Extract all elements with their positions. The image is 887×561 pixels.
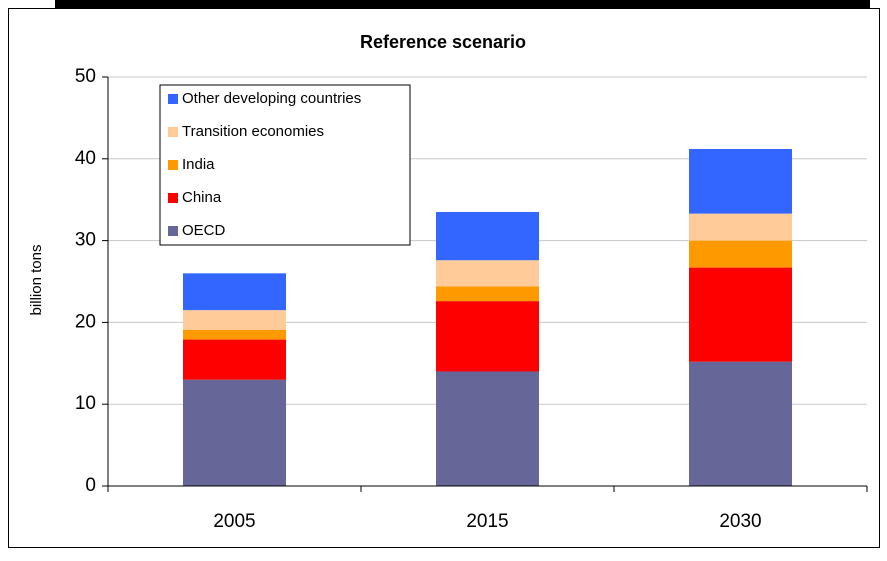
bar-segment [436, 371, 539, 486]
legend-swatch [168, 127, 178, 137]
bar-segment [436, 260, 539, 287]
bar-segment [689, 267, 792, 362]
bar-segment [183, 339, 286, 380]
bar-segment [689, 148, 792, 214]
legend-swatch [168, 226, 178, 236]
bar-segment [436, 301, 539, 372]
x-tick-label: 2030 [719, 511, 761, 532]
bar-segment [689, 240, 792, 268]
y-tick-label: 40 [75, 148, 96, 169]
legend-label: China [182, 189, 222, 206]
chart-title: Reference scenario [360, 32, 526, 52]
legend-swatch [168, 193, 178, 203]
y-axis-label: billion tons [28, 245, 45, 316]
legend-label: OECD [182, 222, 226, 239]
bar-segment [183, 310, 286, 330]
legend-label: Other developing countries [182, 90, 361, 107]
bar-segment [183, 329, 286, 340]
legend-swatch [168, 94, 178, 104]
y-tick-label: 50 [75, 66, 96, 87]
x-tick-label: 2015 [466, 511, 508, 532]
bar-segment [689, 361, 792, 486]
legend-box [159, 84, 411, 246]
bar-segment [183, 379, 286, 486]
legend-swatch [168, 160, 178, 170]
legend-label: Transition economies [182, 123, 324, 140]
y-tick-label: 0 [85, 475, 96, 496]
y-tick-label: 20 [75, 311, 96, 332]
x-tick-label: 2005 [213, 511, 255, 532]
y-tick-label: 30 [75, 230, 96, 251]
bar-segment [689, 213, 792, 241]
y-tick-label: 10 [75, 393, 96, 414]
bar-segment [436, 286, 539, 302]
bar-segment [183, 273, 286, 311]
bar-segment [436, 211, 539, 261]
legend-label: India [182, 156, 215, 173]
